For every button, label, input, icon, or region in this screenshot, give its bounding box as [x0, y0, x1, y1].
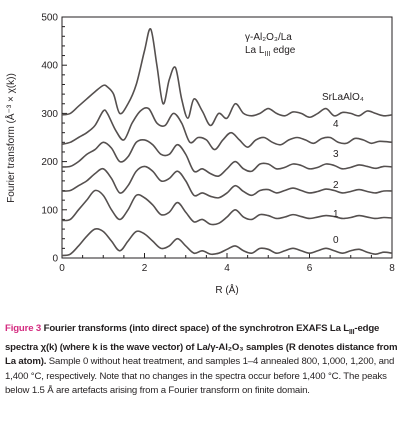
series-line-2	[61, 165, 393, 199]
x-tick-label: 2	[142, 263, 148, 274]
y-tick-label: 100	[41, 205, 58, 216]
caption-body-text: Sample 0 without heat treatment, and sam…	[5, 356, 395, 397]
series-label-SrLaAlO4: SrLaAlO₄	[322, 92, 364, 103]
plot-border	[61, 16, 393, 259]
series-line-3	[61, 138, 393, 178]
y-tick-label: 200	[41, 157, 58, 168]
x-tick-label: 0	[59, 263, 65, 274]
series-line-4	[61, 106, 393, 151]
caption-bold-text2: -edge spectra χ(k) (where k is the wave …	[5, 323, 398, 368]
annotation-line2: La LIII edge	[245, 45, 296, 58]
caption-figure-label: Figure 3	[5, 323, 42, 334]
x-tick-label: 6	[307, 263, 313, 274]
series-line-1	[61, 189, 393, 226]
caption-bold-sub: III	[349, 328, 355, 336]
annotation-line1: γ-Al₂O₃/La	[245, 32, 292, 43]
series-label-4: 4	[333, 119, 339, 130]
series-label-2: 2	[333, 180, 339, 191]
x-axis-label: R (Å)	[215, 283, 238, 296]
x-tick-label: 4	[224, 263, 230, 274]
y-tick-label: 500	[41, 13, 58, 24]
chart-svg: 0 2 4 6 8 0 100 200 300 400 500 SrLaAlO₄ 4 3 2 1 0 Four…	[4, 13, 395, 297]
series-line-0	[61, 228, 393, 257]
exafs-chart: 0 2 4 6 8 0 100 200 300 400 500 SrLaAlO₄ 4 3 2 1 0 Four…	[4, 13, 395, 297]
series-layer	[61, 28, 393, 257]
y-tick-label: 0	[52, 254, 58, 265]
series-label-3: 3	[333, 149, 339, 160]
x-tick-label: 8	[389, 263, 395, 274]
y-tick-label: 400	[41, 61, 58, 72]
series-label-0: 0	[333, 235, 339, 246]
series-line-SrLaAlO4	[61, 28, 393, 127]
figure-caption: Figure 3 Fourier transforms (into direct…	[5, 322, 400, 399]
series-label-1: 1	[333, 209, 339, 220]
y-axis-label: Fourier transform (Å⁻³ × χ(k))	[4, 73, 17, 203]
y-tick-label: 300	[41, 109, 58, 120]
plot-frame: 0 2 4 6 8 0 100 200 300 400 500	[41, 13, 395, 275]
labels-layer: SrLaAlO₄ 4 3 2 1 0	[322, 92, 364, 246]
caption-bold-text: Fourier transforms (into direct space) o…	[41, 323, 350, 334]
